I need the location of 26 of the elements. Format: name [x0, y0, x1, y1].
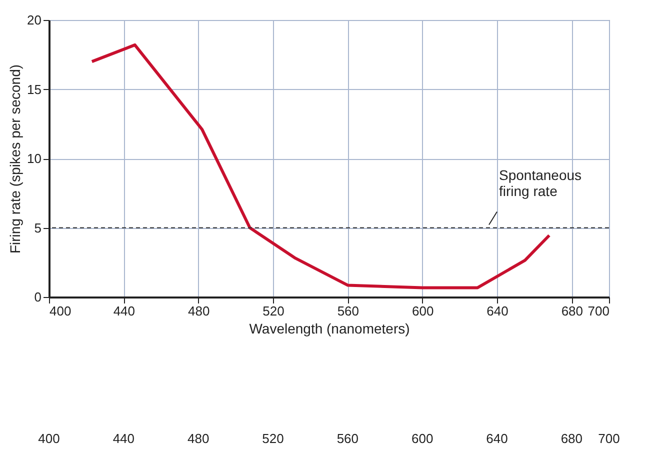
- text: 640: [486, 431, 508, 446]
- x-tick-label: 640: [486, 304, 508, 318]
- text: 440: [112, 431, 135, 446]
- ref-line-label: Spontaneous firing rate: [499, 166, 582, 199]
- text: 400: [38, 431, 60, 446]
- y-tick-label: 5: [34, 220, 42, 236]
- y-tick-label: 10: [27, 151, 42, 166]
- text: 520: [262, 431, 284, 446]
- x-tick-label: 480: [188, 304, 210, 318]
- y-tick-label: 15: [27, 82, 42, 97]
- y-tick-label: 0: [34, 290, 42, 304]
- y-axis-title: Firing rate (spikes per second): [7, 64, 24, 254]
- x-tick-label: 680: [561, 304, 584, 318]
- text: 680: [560, 431, 583, 446]
- x-tick-label: 440: [113, 304, 136, 318]
- text: 480: [187, 431, 210, 446]
- x-tick-label: 600: [412, 304, 434, 318]
- text: 600: [411, 431, 434, 446]
- x-axis-title: Wavelength (nanometers): [249, 320, 410, 336]
- text: 700: [598, 431, 620, 446]
- text: 560: [336, 431, 359, 446]
- x-tick-label: 700: [588, 304, 610, 318]
- x-tick-label: 520: [262, 304, 284, 318]
- x-tick-label: 560: [337, 304, 360, 318]
- y-tick-label: 20: [27, 12, 42, 28]
- x-tick-label: 400: [50, 304, 72, 318]
